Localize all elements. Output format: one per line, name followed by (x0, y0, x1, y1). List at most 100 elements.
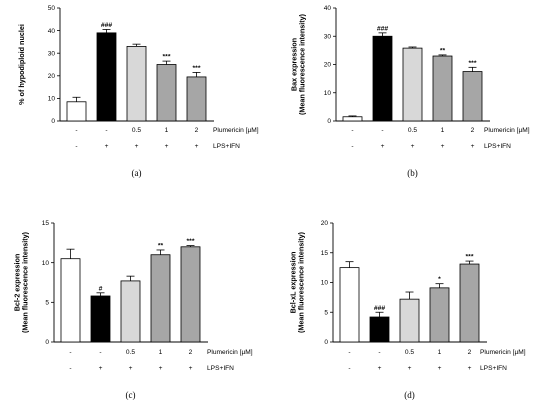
plumericin-dose: - (348, 349, 350, 356)
plumericin-dose: 1 (441, 127, 445, 134)
bar-LPS+IFN (369, 316, 390, 343)
y-tick-label: 20 (324, 62, 332, 69)
lps-treatment: + (411, 143, 415, 150)
y-axis-label-line: (Mean fluorescence intensity) (298, 13, 307, 115)
lps-treatment: + (471, 143, 475, 150)
bar-0.5 (120, 280, 141, 343)
lps-row-label: LPS+IFN (213, 143, 240, 150)
y-tick-label: 40 (48, 28, 56, 35)
plumericin-dose: 0.5 (408, 127, 417, 134)
y-axis-label-line: (Mean fluorescence intensity) (297, 231, 306, 333)
plumericin-dose: - (105, 127, 107, 134)
bar-LPS+IFN (372, 35, 393, 122)
lps-treatment: + (189, 365, 193, 372)
y-tick-label: 5 (324, 309, 328, 316)
plumericin-dose: 2 (468, 349, 472, 356)
y-tick-label: 0 (327, 118, 331, 125)
significance-marker: *** (469, 60, 477, 67)
y-axis-label: Bcl-xL expression(Mean fluorescence inte… (288, 231, 305, 333)
y-axis-label-line: Bcl-2 expression (12, 254, 21, 312)
significance-marker: *** (193, 65, 201, 72)
bar-0.5 (126, 46, 147, 122)
plumericin-dose: 2 (189, 349, 193, 356)
plumericin-dose: 0.5 (126, 349, 135, 356)
bar-0.5 (402, 47, 423, 122)
lps-treatment: + (441, 143, 445, 150)
bar-control (342, 116, 363, 122)
plumericin-dose: 0.5 (405, 349, 414, 356)
significance-marker: * (438, 276, 441, 283)
lps-treatment: - (75, 143, 77, 150)
bar-2 (459, 263, 480, 343)
lps-row-label: LPS+IFN (484, 143, 511, 150)
plumericin-dose: 1 (165, 127, 169, 134)
plumericin-dose: 1 (159, 349, 163, 356)
panel-label: (b) (407, 168, 418, 178)
y-axis-label: Bax expression(Mean fluorescence intensi… (289, 13, 306, 115)
lps-treatment: + (165, 143, 169, 150)
plumericin-dose: - (381, 127, 383, 134)
significance-marker: *** (466, 254, 474, 261)
bar-1 (150, 254, 171, 343)
y-tick-label: 30 (324, 33, 332, 40)
y-tick-label: 50 (48, 5, 56, 12)
y-axis-label: % of hypodiploid nuclei (17, 24, 26, 105)
y-tick-label: 20 (321, 220, 329, 227)
y-tick-label: 10 (321, 280, 329, 287)
lps-treatment: + (129, 365, 133, 372)
significance-marker: *** (187, 238, 195, 245)
lps-treatment: + (468, 365, 472, 372)
lps-treatment: + (381, 143, 385, 150)
y-tick-label: 0 (324, 339, 328, 346)
lps-row-label: LPS+IFN (207, 365, 234, 372)
plumericin-row-label: Plumericin [µM] (213, 127, 259, 134)
lps-treatment: - (351, 143, 353, 150)
lps-treatment: + (378, 365, 382, 372)
y-tick-label: 30 (48, 50, 56, 57)
y-tick-label: 5 (45, 300, 49, 307)
plumericin-row-label: Plumericin [µM] (207, 349, 253, 356)
panel-label: (a) (132, 168, 142, 178)
plumericin-dose: 1 (438, 349, 442, 356)
plumericin-dose: - (351, 127, 353, 134)
y-tick-label: 15 (321, 250, 329, 257)
panel-label: (c) (126, 390, 136, 400)
bar-control (66, 101, 87, 122)
chart-panel-a: 0 10 20 30 40 50 % of hypodiploid nuclei - - ### -… (17, 5, 259, 178)
plumericin-row-label: Plumericin [µM] (484, 127, 530, 134)
lps-row-label: LPS+IFN (480, 365, 507, 372)
chart-panel-d: 0 5 10 15 20 Bcl-xL expression(Mean fluoresce… (288, 220, 525, 400)
lps-treatment: + (408, 365, 412, 372)
bar-2 (180, 246, 201, 343)
lps-treatment: + (195, 143, 199, 150)
bar-control (60, 258, 81, 343)
bar-1 (156, 64, 177, 122)
significance-marker: ** (158, 242, 164, 249)
y-tick-label: 10 (324, 90, 332, 97)
bar-LPS+IFN (96, 32, 117, 122)
plumericin-dose: - (378, 349, 380, 356)
lps-treatment: + (135, 143, 139, 150)
chart-panel-b: 0 10 20 30 40 Bax expression(Mean fluorescenc… (289, 5, 529, 178)
significance-marker: ### (377, 25, 389, 32)
lps-treatment: + (438, 365, 442, 372)
significance-marker: ### (374, 305, 386, 312)
y-axis-label-line: % of hypodiploid nuclei (17, 24, 26, 105)
y-tick-label: 0 (51, 118, 55, 125)
y-tick-label: 10 (42, 260, 50, 267)
significance-marker: ** (440, 47, 446, 54)
lps-treatment: - (69, 365, 71, 372)
y-axis-label-line: Bax expression (289, 38, 298, 91)
lps-treatment: + (99, 365, 103, 372)
panel-label: (d) (404, 390, 415, 400)
significance-marker: # (99, 285, 103, 292)
y-tick-label: 20 (48, 73, 56, 80)
plumericin-row-label: Plumericin [µM] (480, 349, 526, 356)
bar-2 (186, 76, 207, 122)
plumericin-dose: - (99, 349, 101, 356)
plumericin-dose: - (75, 127, 77, 134)
y-axis-label: Bcl-2 expression(Mean fluorescence inten… (12, 231, 29, 333)
plumericin-dose: 2 (471, 127, 475, 134)
significance-marker: ### (101, 22, 113, 29)
y-tick-label: 0 (45, 339, 49, 346)
